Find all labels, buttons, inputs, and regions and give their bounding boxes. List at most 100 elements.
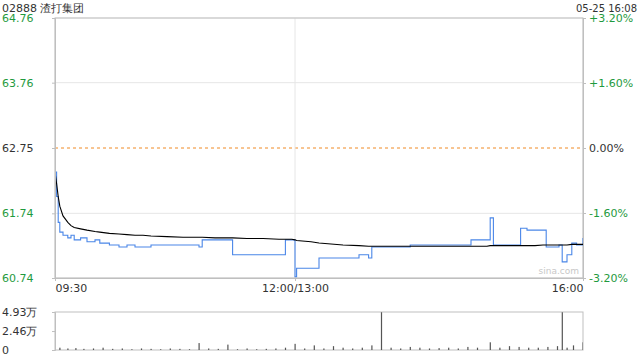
volume-bar: [343, 348, 344, 350]
y-axis: 64.7663.7662.7561.7460.74: [2, 12, 56, 285]
volume-bar: [419, 348, 420, 350]
tick-mark: [583, 83, 586, 84]
volume-bar: [400, 348, 401, 350]
volume-bar: [266, 349, 267, 350]
tick-mark: [583, 213, 586, 214]
volume-bar: [448, 348, 449, 350]
tick-label: 63.76: [2, 77, 34, 90]
volume-bar: [199, 343, 200, 350]
axis-line: [52, 19, 56, 279]
tick: -3.20%: [583, 272, 628, 285]
grid: [55, 18, 583, 278]
tick-label: +1.60%: [589, 77, 633, 90]
volume-bar: [352, 348, 353, 350]
tick-mark: [583, 18, 586, 19]
axis-line: [52, 313, 56, 351]
x-axis: 09:3012:00/13:0016:00: [56, 278, 584, 295]
volume-bar: [67, 348, 68, 350]
volume-bar: [189, 349, 190, 350]
plot-marks: [55, 312, 583, 350]
plot-marks: [55, 172, 583, 277]
volume-bar: [83, 349, 84, 350]
volume-bar: [295, 344, 296, 350]
volume-bar: [371, 345, 372, 350]
volume-bar: [247, 348, 248, 350]
axis-line: [56, 279, 584, 282]
volume-bar: [103, 348, 104, 350]
volume-bar: [538, 348, 539, 350]
tick: 09:30: [56, 278, 88, 295]
reference-line: [55, 148, 583, 149]
volume-bar: [256, 349, 257, 350]
volume-bar: [439, 348, 440, 350]
chart: 64.7663.7662.7561.7460.74+3.20%+1.60%0.0…: [0, 0, 640, 360]
volume-bar: [562, 312, 563, 350]
tick: 12:00/13:00: [262, 278, 329, 295]
grid-line: [55, 82, 583, 83]
tick: -1.60%: [583, 207, 628, 220]
y2-axis: +3.20%+1.60%0.00%-1.60%-3.20%: [583, 12, 633, 285]
volume-bar: [333, 346, 334, 350]
volume-bar: [567, 348, 568, 350]
volume-bar: [93, 348, 94, 350]
volume-bar: [122, 348, 123, 350]
volume-bar: [112, 349, 113, 350]
volume-bar: [218, 349, 219, 350]
tick-label: 62.75: [2, 142, 34, 155]
tick-mark: [52, 312, 55, 313]
volume-bar: [573, 345, 574, 350]
tick-mark: [52, 83, 55, 84]
tick-mark: [52, 213, 55, 214]
grid-line: [295, 18, 296, 278]
volume-bar: [179, 349, 180, 350]
volume-bar: [429, 348, 430, 350]
axis-line: [584, 19, 587, 279]
tick-mark: [52, 18, 55, 19]
subtitle: 05-25 16:08: [576, 3, 637, 14]
volume-bar: [160, 349, 161, 350]
volume-bar: [314, 345, 315, 350]
volume-bar: [519, 347, 520, 350]
y-axis: 4.93万 2.46万 0: [2, 306, 56, 357]
tick-label: 60.74: [2, 272, 34, 285]
volume-bar: [362, 348, 363, 350]
tick-mark: [52, 148, 55, 149]
volume-bar: [499, 348, 500, 350]
volume-bar: [275, 348, 276, 350]
tick-label: 09:30: [56, 282, 88, 295]
plot-frame: [55, 312, 583, 350]
tick-mark: [55, 278, 56, 281]
tick-label: 12:00/13:00: [262, 282, 329, 295]
volume-bar: [391, 348, 392, 350]
price-line: [55, 172, 583, 246]
tick-mark: [52, 278, 55, 279]
tick: 0: [2, 344, 55, 357]
volume-bar: [141, 348, 142, 350]
volume-bar: [381, 312, 382, 350]
volume-bar: [131, 349, 132, 350]
volume-bar: [304, 348, 305, 350]
volume-bar: [528, 348, 529, 350]
volume-bar: [467, 347, 468, 350]
tick: 62.75: [2, 142, 55, 155]
tick: 2.46万: [2, 325, 55, 338]
tick-label: 0.00%: [589, 142, 624, 155]
watermark: sina.com: [539, 266, 580, 276]
tick-mark: [583, 278, 584, 281]
volume-bar: [458, 348, 459, 350]
volume-bar: [477, 348, 478, 350]
title: 02888 渣打集团: [2, 2, 85, 15]
volume-bar: [410, 347, 411, 350]
tick: 0.00%: [583, 142, 624, 155]
tick: 61.74: [2, 207, 55, 220]
tick: 4.93万: [2, 306, 55, 319]
tick-label: -1.60%: [589, 207, 628, 220]
volume-bar: [151, 349, 152, 350]
price-line: [55, 172, 583, 277]
volume-bar: [323, 348, 324, 350]
tick-mark: [295, 278, 296, 281]
tick: 63.76: [2, 77, 55, 90]
volume-bar: [75, 348, 76, 350]
volume-bar: [509, 346, 510, 350]
volume-bar: [170, 348, 171, 350]
